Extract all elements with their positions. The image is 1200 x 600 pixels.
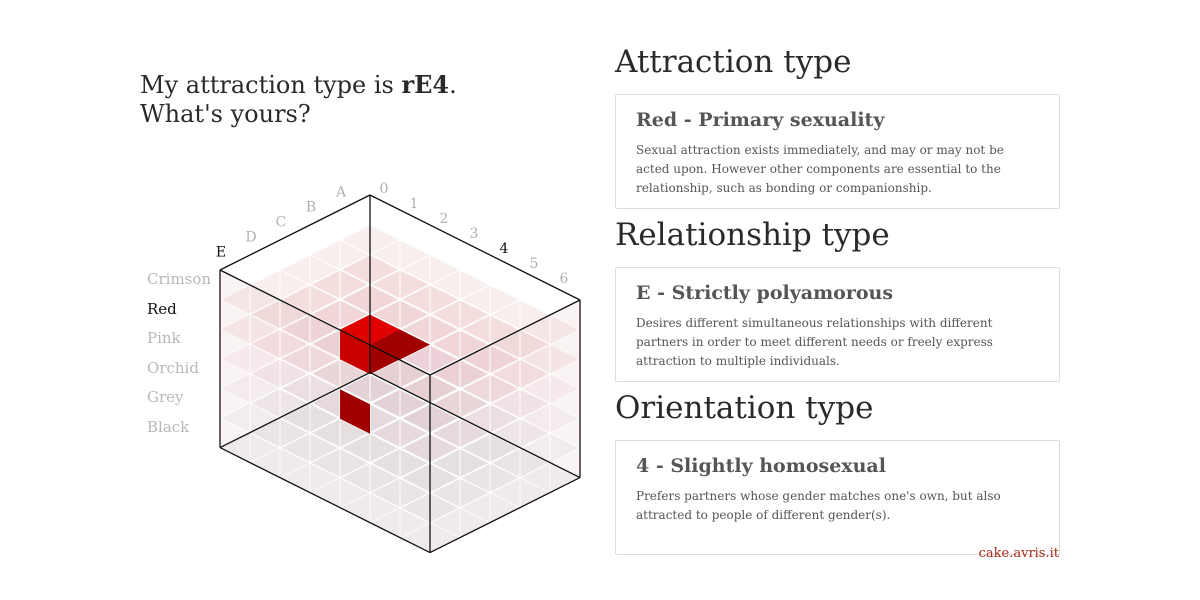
grid-line — [369, 253, 581, 360]
grid-line — [339, 387, 551, 494]
relationship-card: E - Strictly polyamorous Desires differe… — [615, 267, 1060, 382]
grid-line — [219, 253, 371, 330]
grid-line — [369, 342, 581, 449]
section-orientation: Orientation type 4 - Slightly homosexual… — [615, 388, 1060, 555]
grid-line — [339, 432, 491, 509]
axis-label: 3 — [470, 226, 479, 242]
card-text: Desires different simultaneous relations… — [636, 316, 993, 368]
section-attraction: Attraction type Red - Primary sexuality … — [615, 42, 1060, 209]
headline-question: What's yours? — [140, 100, 311, 128]
card-heading: E - Strictly polyamorous — [636, 282, 894, 304]
attraction-card: Red - Primary sexuality Sexual attractio… — [615, 94, 1060, 209]
color-label: Black — [147, 417, 190, 436]
grid-line — [279, 417, 491, 524]
cube-edge — [369, 194, 581, 301]
axis-label: D — [245, 230, 256, 246]
axis-label: A — [335, 185, 347, 201]
cube-edge — [219, 269, 431, 376]
grid-line — [369, 224, 581, 331]
grid-line — [219, 312, 371, 389]
card-text: Sexual attraction exists immediately, an… — [636, 143, 1004, 195]
grid-line — [219, 224, 371, 301]
cube-edge — [219, 447, 431, 554]
attraction-cube: A B C D E 0 1 2 3 4 5 6 — [216, 181, 581, 554]
cube-edge — [219, 194, 371, 271]
color-axis: Crimson Red Pink Orchid Grey Black — [147, 270, 211, 448]
grid-line — [219, 283, 371, 360]
axis-label: C — [276, 215, 287, 231]
section-title: Attraction type — [615, 44, 852, 80]
grid-line — [249, 432, 461, 539]
selected-side-marker — [340, 389, 370, 434]
axis-label: B — [306, 200, 316, 216]
section-title: Relationship type — [615, 217, 890, 253]
card-text: Prefers partners whose gender matches on… — [636, 489, 1001, 522]
headline: My attraction type is rE4. What's yours? — [140, 70, 457, 129]
axis-label: 4 — [500, 241, 509, 257]
cube-edge — [219, 372, 371, 449]
axis-label: 1 — [410, 196, 419, 212]
grid-line — [309, 417, 461, 494]
cube-edges — [219, 194, 581, 554]
card-heading: 4 - Slightly homosexual — [636, 455, 886, 477]
section-title: Orientation type — [615, 390, 874, 426]
card-heading: Red - Primary sexuality — [636, 109, 885, 131]
color-label: Crimson — [147, 270, 212, 288]
grid-line — [249, 387, 401, 464]
selected-cell-left — [340, 329, 370, 375]
headline-prefix: My attraction type is — [140, 71, 402, 99]
grid-line — [369, 447, 521, 524]
section-relationship: Relationship type E - Strictly polyamoro… — [615, 215, 1060, 382]
cube-edge — [429, 299, 581, 376]
axis-label: 6 — [560, 271, 569, 287]
color-label: Red — [147, 299, 177, 318]
credit-link[interactable]: cake.avris.it — [978, 546, 1059, 561]
orientation-card: 4 - Slightly homosexual Prefers partners… — [615, 440, 1060, 555]
axis-label: E — [216, 245, 226, 261]
axis-label: 5 — [530, 256, 539, 272]
headline-code: rE4 — [401, 70, 450, 99]
grid-line — [369, 283, 581, 390]
color-label: Pink — [147, 329, 181, 348]
result-panel: Attraction type Red - Primary sexuality … — [615, 42, 1060, 561]
grid-line — [399, 462, 551, 539]
cube-edge — [429, 477, 581, 554]
grid-line — [279, 402, 431, 479]
grid-line — [369, 312, 581, 419]
cube-edge — [369, 372, 581, 479]
cube-axis-labels: A B C D E 0 1 2 3 4 5 6 — [216, 181, 569, 287]
headline-suffix: . — [449, 71, 457, 99]
axis-label: 0 — [380, 181, 389, 197]
axis-label: 2 — [440, 211, 449, 227]
color-label: Grey — [147, 388, 184, 407]
color-label: Orchid — [147, 358, 199, 377]
